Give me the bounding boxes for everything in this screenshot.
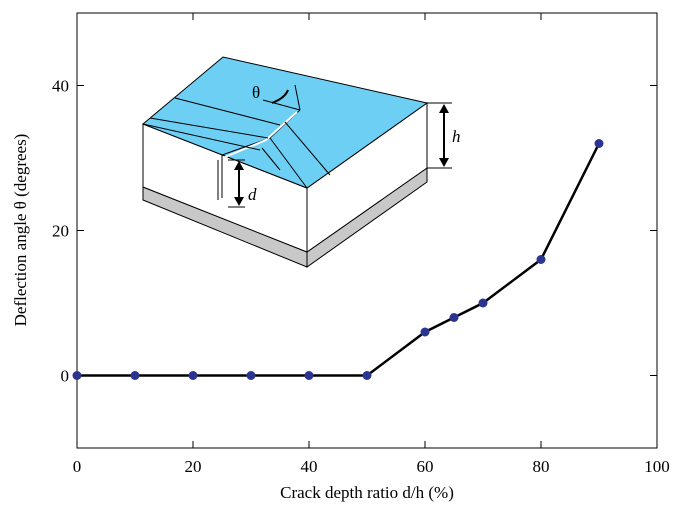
y-tick-label: 0 [61, 367, 70, 386]
data-point [304, 371, 314, 380]
x-tick-label: 80 [533, 457, 550, 476]
x-tick-label: 0 [73, 457, 82, 476]
data-point [536, 255, 546, 264]
x-axis-label: Crack depth ratio d/h (%) [280, 483, 454, 502]
x-tick-label: 40 [301, 457, 318, 476]
annotation: d [248, 185, 257, 204]
plot-frame [76, 12, 658, 449]
data-point [478, 298, 488, 308]
data-point [72, 371, 82, 380]
data-point [594, 139, 604, 148]
data-point [362, 371, 372, 380]
x-tick-label: 20 [185, 457, 202, 476]
data-point [420, 327, 430, 337]
y-axis-label: Deflection angle θ (degrees) [11, 134, 30, 327]
y-tick-label: 20 [52, 222, 69, 241]
y-tick-label: 40 [52, 77, 69, 96]
data-point [130, 371, 140, 380]
inset-diagram: θ h d [142, 56, 461, 268]
data-point [449, 313, 459, 322]
annotation: h [452, 127, 461, 146]
x-tick-label: 60 [417, 457, 434, 476]
data-point [188, 371, 198, 380]
x-tick-label: 100 [644, 457, 670, 476]
data-point [246, 371, 256, 380]
annotation: θ [252, 83, 260, 102]
